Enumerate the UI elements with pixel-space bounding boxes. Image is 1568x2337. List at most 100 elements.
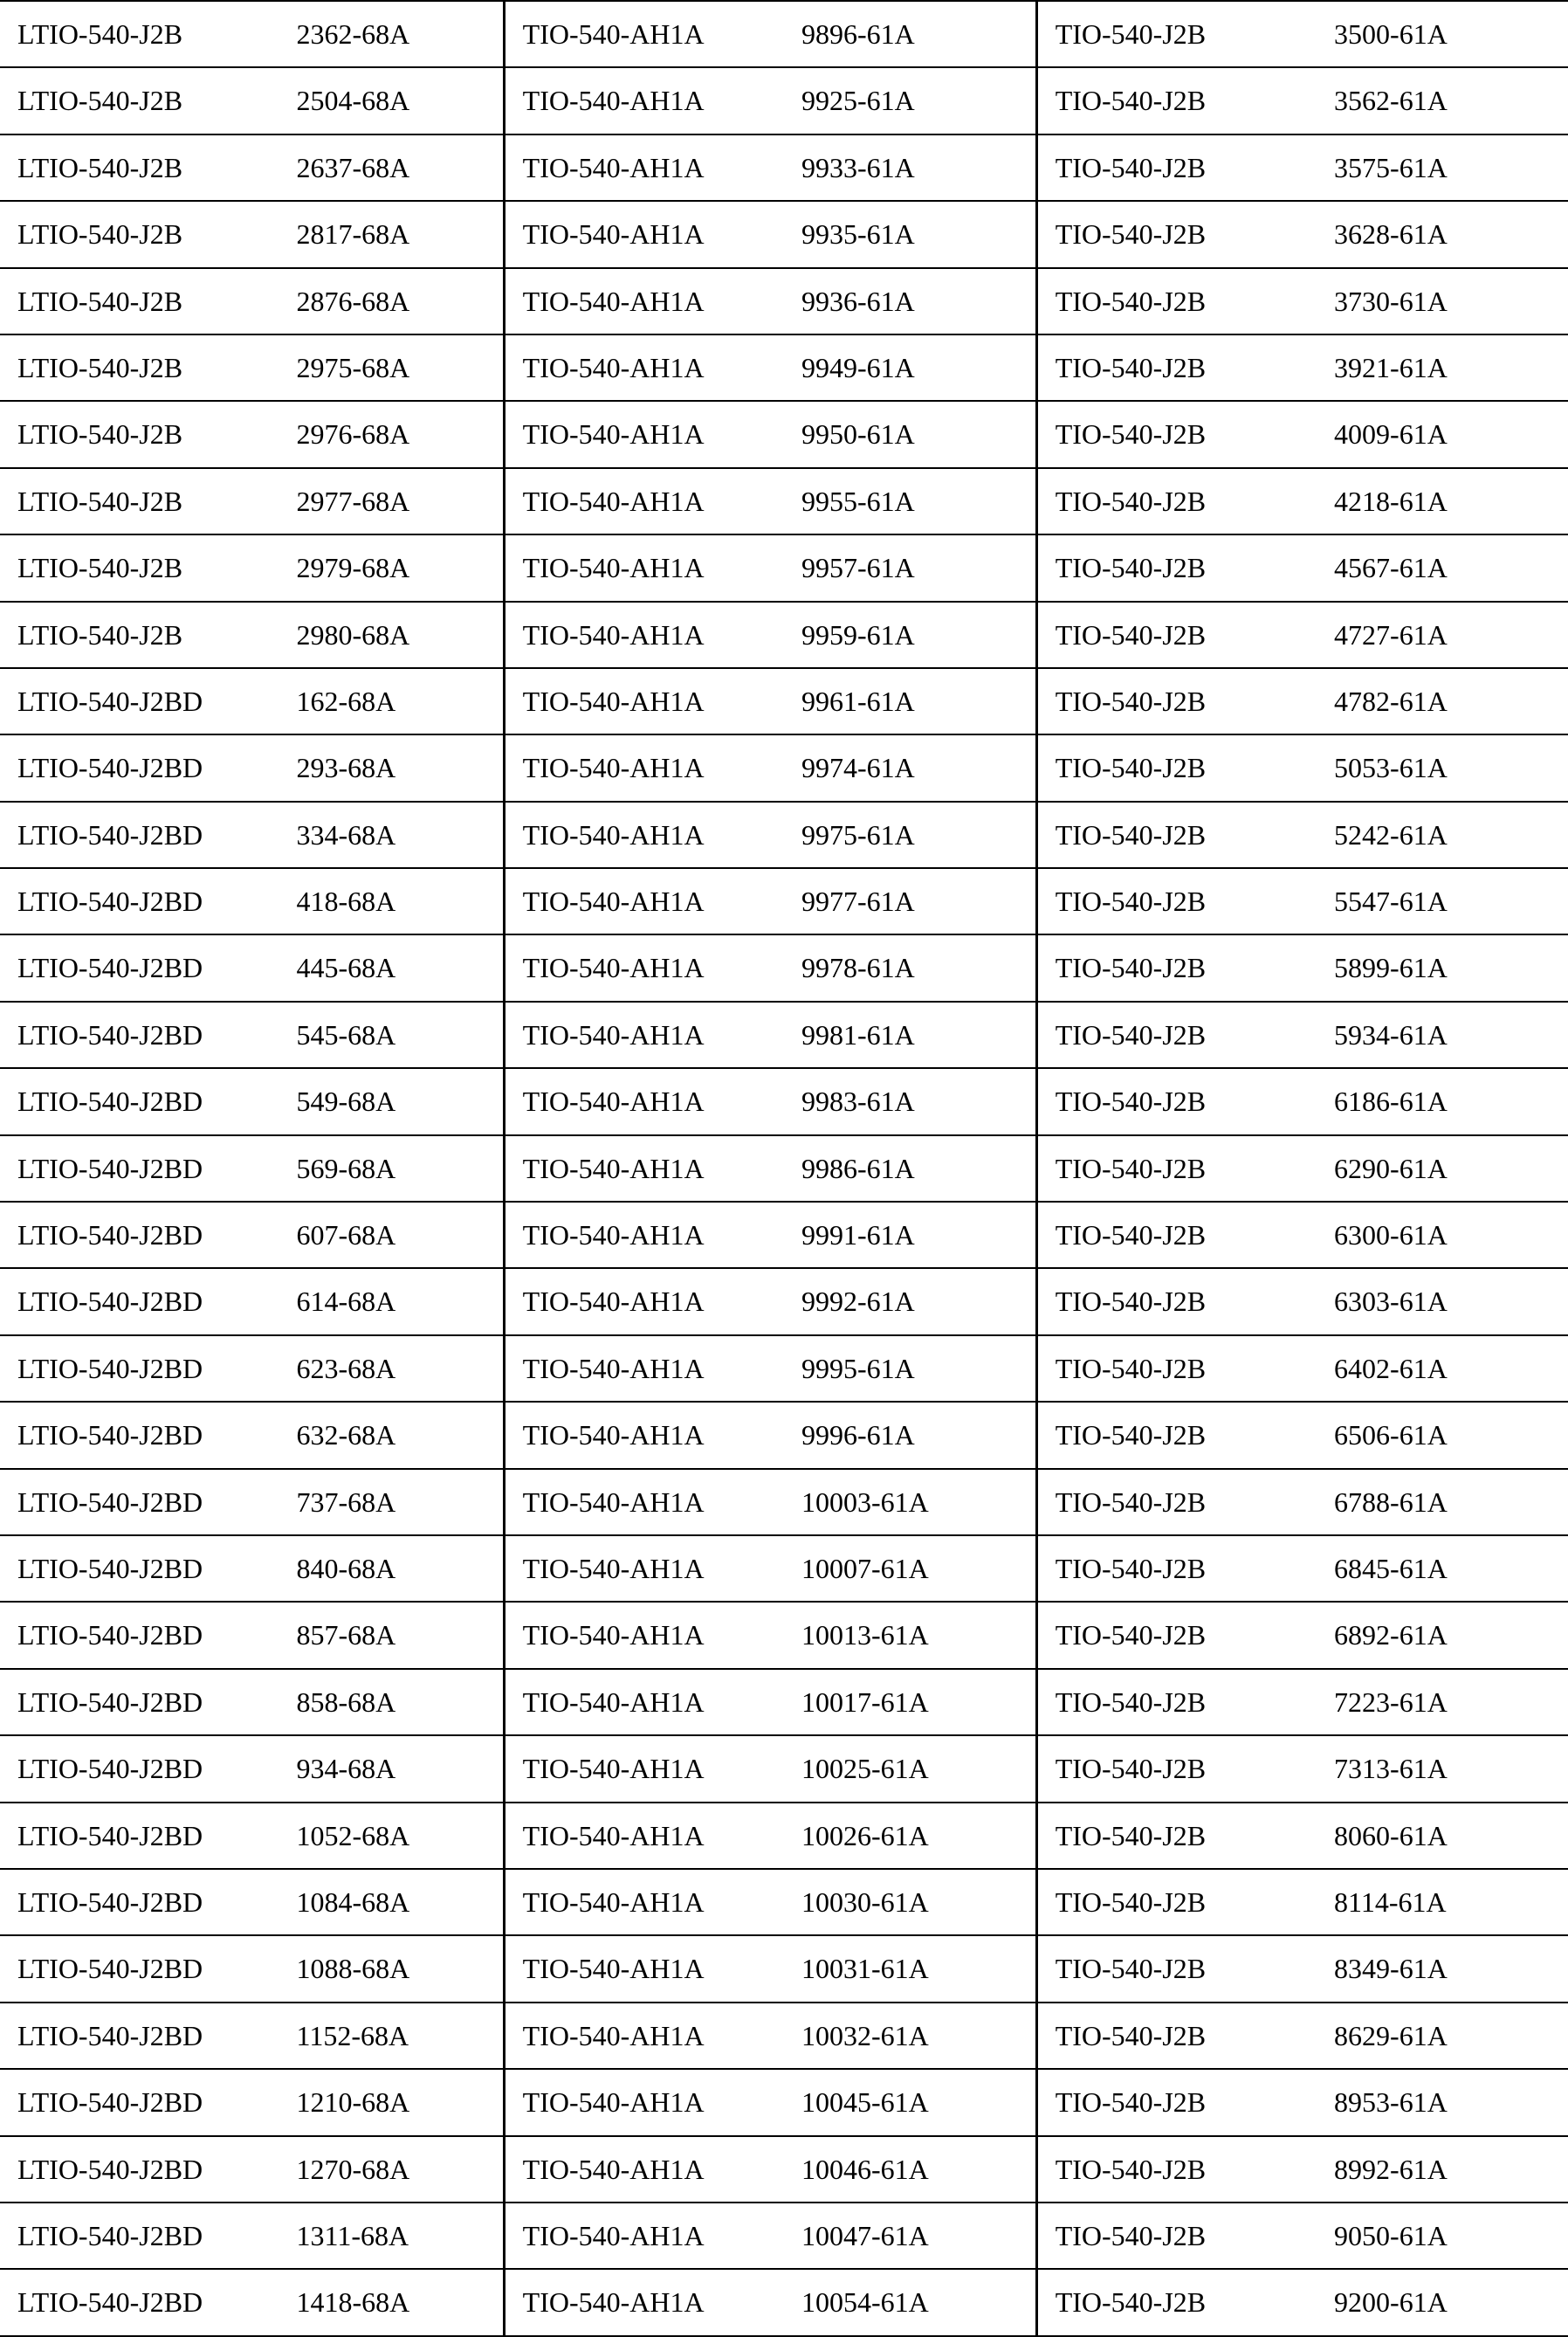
cell: TIO-540-J2B <box>1036 602 1317 668</box>
cell: LTIO-540-J2B <box>0 134 279 201</box>
cell: TIO-540-J2B <box>1036 201 1317 267</box>
cell: TIO-540-J2B <box>1036 934 1317 1001</box>
cell: 7313-61A <box>1317 1735 1568 1802</box>
cell: 5242-61A <box>1317 802 1568 868</box>
cell: 9957-61A <box>784 534 1036 601</box>
cell: TIO-540-AH1A <box>504 1803 784 1869</box>
cell: TIO-540-AH1A <box>504 534 784 601</box>
cell: TIO-540-J2B <box>1036 1735 1317 1802</box>
cell: 4567-61A <box>1317 534 1568 601</box>
cell: 10003-61A <box>784 1469 1036 1535</box>
cell: 6506-61A <box>1317 1402 1568 1468</box>
table-row: LTIO-540-J2B2876-68ATIO-540-AH1A9936-61A… <box>0 268 1568 334</box>
table-row: LTIO-540-J2B2817-68ATIO-540-AH1A9935-61A… <box>0 201 1568 267</box>
cell: TIO-540-AH1A <box>504 734 784 801</box>
cell: TIO-540-J2B <box>1036 668 1317 734</box>
cell: 3500-61A <box>1317 1 1568 67</box>
cell: LTIO-540-J2BD <box>0 2069 279 2135</box>
cell: TIO-540-AH1A <box>504 334 784 401</box>
cell: TIO-540-J2B <box>1036 1335 1317 1402</box>
cell: LTIO-540-J2BD <box>0 1469 279 1535</box>
cell: TIO-540-J2B <box>1036 2136 1317 2203</box>
cell: TIO-540-J2B <box>1036 1268 1317 1334</box>
cell: TIO-540-AH1A <box>504 602 784 668</box>
cell: 5899-61A <box>1317 934 1568 1001</box>
cell: 9200-61A <box>1317 2269 1568 2335</box>
cell: 9935-61A <box>784 201 1036 267</box>
table-row: LTIO-540-J2BD1088-68ATIO-540-AH1A10031-6… <box>0 1935 1568 2002</box>
cell: 9986-61A <box>784 1135 1036 1202</box>
cell: 1052-68A <box>279 1803 505 1869</box>
table-row: LTIO-540-J2BD1210-68ATIO-540-AH1A10045-6… <box>0 2069 1568 2135</box>
cell: 2362-68A <box>279 1 505 67</box>
cell: 9896-61A <box>784 1 1036 67</box>
cell: TIO-540-AH1A <box>504 1335 784 1402</box>
cell: 4218-61A <box>1317 468 1568 534</box>
cell: TIO-540-J2B <box>1036 134 1317 201</box>
cell: 6300-61A <box>1317 1202 1568 1268</box>
cell: 5053-61A <box>1317 734 1568 801</box>
cell: 9950-61A <box>784 401 1036 467</box>
cell: 10007-61A <box>784 1535 1036 1602</box>
cell: 9992-61A <box>784 1268 1036 1334</box>
cell: LTIO-540-J2B <box>0 67 279 134</box>
cell: 614-68A <box>279 1268 505 1334</box>
table-row: LTIO-540-J2BD934-68ATIO-540-AH1A10025-61… <box>0 1735 1568 1802</box>
cell: 3562-61A <box>1317 67 1568 134</box>
table-row: LTIO-540-J2BD1084-68ATIO-540-AH1A10030-6… <box>0 1869 1568 1935</box>
cell: LTIO-540-J2BD <box>0 1935 279 2002</box>
table-row: LTIO-540-J2BD623-68ATIO-540-AH1A9995-61A… <box>0 1335 1568 1402</box>
cell: 5547-61A <box>1317 868 1568 934</box>
cell: 9978-61A <box>784 934 1036 1001</box>
cell: TIO-540-AH1A <box>504 1068 784 1134</box>
cell: TIO-540-J2B <box>1036 1535 1317 1602</box>
cell: 10025-61A <box>784 1735 1036 1802</box>
cell: LTIO-540-J2BD <box>0 1669 279 1735</box>
cell: TIO-540-J2B <box>1036 268 1317 334</box>
cell: TIO-540-J2B <box>1036 2269 1317 2335</box>
cell: TIO-540-J2B <box>1036 1669 1317 1735</box>
cell: 8992-61A <box>1317 2136 1568 2203</box>
cell: 632-68A <box>279 1402 505 1468</box>
table-row: LTIO-540-J2BD858-68ATIO-540-AH1A10017-61… <box>0 1669 1568 1735</box>
table-row: LTIO-540-J2BD632-68ATIO-540-AH1A9996-61A… <box>0 1402 1568 1468</box>
cell: LTIO-540-J2B <box>0 268 279 334</box>
cell: TIO-540-J2B <box>1036 2069 1317 2135</box>
cell: TIO-540-AH1A <box>504 868 784 934</box>
cell: 445-68A <box>279 934 505 1001</box>
table-row: LTIO-540-J2BD334-68ATIO-540-AH1A9975-61A… <box>0 802 1568 868</box>
cell: LTIO-540-J2BD <box>0 802 279 868</box>
cell: TIO-540-AH1A <box>504 268 784 334</box>
cell: TIO-540-J2B <box>1036 2003 1317 2069</box>
cell: LTIO-540-J2BD <box>0 1335 279 1402</box>
cell: 9996-61A <box>784 1402 1036 1468</box>
cell: 6788-61A <box>1317 1469 1568 1535</box>
cell: 10013-61A <box>784 1602 1036 1668</box>
table-row: LTIO-540-J2BD607-68ATIO-540-AH1A9991-61A… <box>0 1202 1568 1268</box>
cell: LTIO-540-J2BD <box>0 934 279 1001</box>
cell: TIO-540-J2B <box>1036 1402 1317 1468</box>
cell: TIO-540-AH1A <box>504 1469 784 1535</box>
cell: TIO-540-J2B <box>1036 534 1317 601</box>
cell: 10054-61A <box>784 2269 1036 2335</box>
table-row: LTIO-540-J2BD569-68ATIO-540-AH1A9986-61A… <box>0 1135 1568 1202</box>
document-page: LTIO-540-J2B2362-68ATIO-540-AH1A9896-61A… <box>0 0 1568 2337</box>
cell: TIO-540-AH1A <box>504 1669 784 1735</box>
cell: 6845-61A <box>1317 1535 1568 1602</box>
cell: TIO-540-J2B <box>1036 1068 1317 1134</box>
cell: 8114-61A <box>1317 1869 1568 1935</box>
cell: 5934-61A <box>1317 1002 1568 1068</box>
cell: LTIO-540-J2B <box>0 1 279 67</box>
cell: 9975-61A <box>784 802 1036 868</box>
cell: 10031-61A <box>784 1935 1036 2002</box>
cell: LTIO-540-J2BD <box>0 734 279 801</box>
cell: 9991-61A <box>784 1202 1036 1268</box>
cell: TIO-540-AH1A <box>504 468 784 534</box>
cell: TIO-540-AH1A <box>504 2003 784 2069</box>
cell: 9977-61A <box>784 868 1036 934</box>
cell: 418-68A <box>279 868 505 934</box>
cell: 2504-68A <box>279 67 505 134</box>
cell: LTIO-540-J2BD <box>0 1803 279 1869</box>
cell: 10026-61A <box>784 1803 1036 1869</box>
cell: LTIO-540-J2BD <box>0 1535 279 1602</box>
